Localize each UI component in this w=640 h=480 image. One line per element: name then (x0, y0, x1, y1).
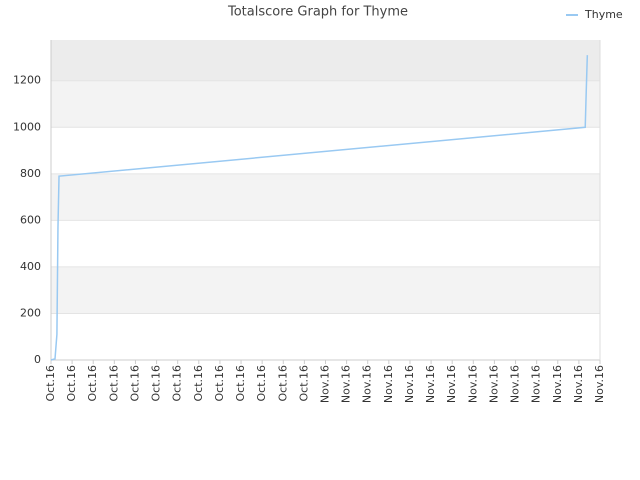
x-tick-label: Oct.16 (192, 365, 205, 402)
x-tick-label: Oct.16 (213, 365, 226, 402)
x-tick-label: Oct.16 (128, 365, 141, 402)
x-tick-label: Nov.16 (403, 365, 416, 403)
y-tick-label: 1000 (13, 120, 41, 133)
x-tick-label: Nov.16 (445, 365, 458, 403)
y-tick-label: 400 (20, 260, 41, 273)
x-tick-label: Oct.16 (86, 365, 99, 402)
y-tick-label: 200 (20, 306, 41, 319)
grid-band (51, 266, 600, 314)
x-tick-label: Oct.16 (107, 365, 120, 402)
y-tick-label: 600 (20, 213, 41, 226)
y-tick-label: 0 (34, 353, 41, 366)
y-tick-label: 800 (20, 167, 41, 180)
grid-band (51, 80, 600, 128)
x-tick-label: Nov.16 (530, 365, 543, 403)
x-tick-label: Oct.16 (171, 365, 184, 402)
x-tick-label: Nov.16 (424, 365, 437, 403)
x-tick-label: Oct.16 (44, 365, 57, 402)
x-tick-label: Oct.16 (150, 365, 163, 402)
x-tick-label: Nov.16 (319, 365, 332, 403)
grid-band (51, 173, 600, 221)
x-tick-label: Nov.16 (551, 365, 564, 403)
data-line (50, 55, 589, 361)
x-tick-label: Nov.16 (509, 365, 522, 403)
x-tick-label: Nov.16 (593, 365, 606, 403)
x-tick-label: Nov.16 (466, 365, 479, 403)
x-tick-label: Nov.16 (361, 365, 374, 403)
x-tick-label: Oct.16 (65, 365, 78, 402)
x-tick-label: Nov.16 (487, 365, 500, 403)
x-tick-label: Oct.16 (297, 365, 310, 402)
chart-title: Totalscore Graph for Thyme (227, 5, 408, 20)
x-tick-label: Nov.16 (382, 365, 395, 403)
x-tick-label: Nov.16 (572, 365, 585, 403)
x-tick-label: Oct.16 (276, 365, 289, 402)
x-tick-label: Oct.16 (234, 365, 247, 402)
y-tick-label: 1200 (13, 74, 41, 87)
legend-label: Thyme (584, 8, 623, 21)
x-tick-label: Oct.16 (255, 365, 268, 402)
grid-band (51, 40, 600, 81)
x-tick-label: Nov.16 (340, 365, 353, 403)
